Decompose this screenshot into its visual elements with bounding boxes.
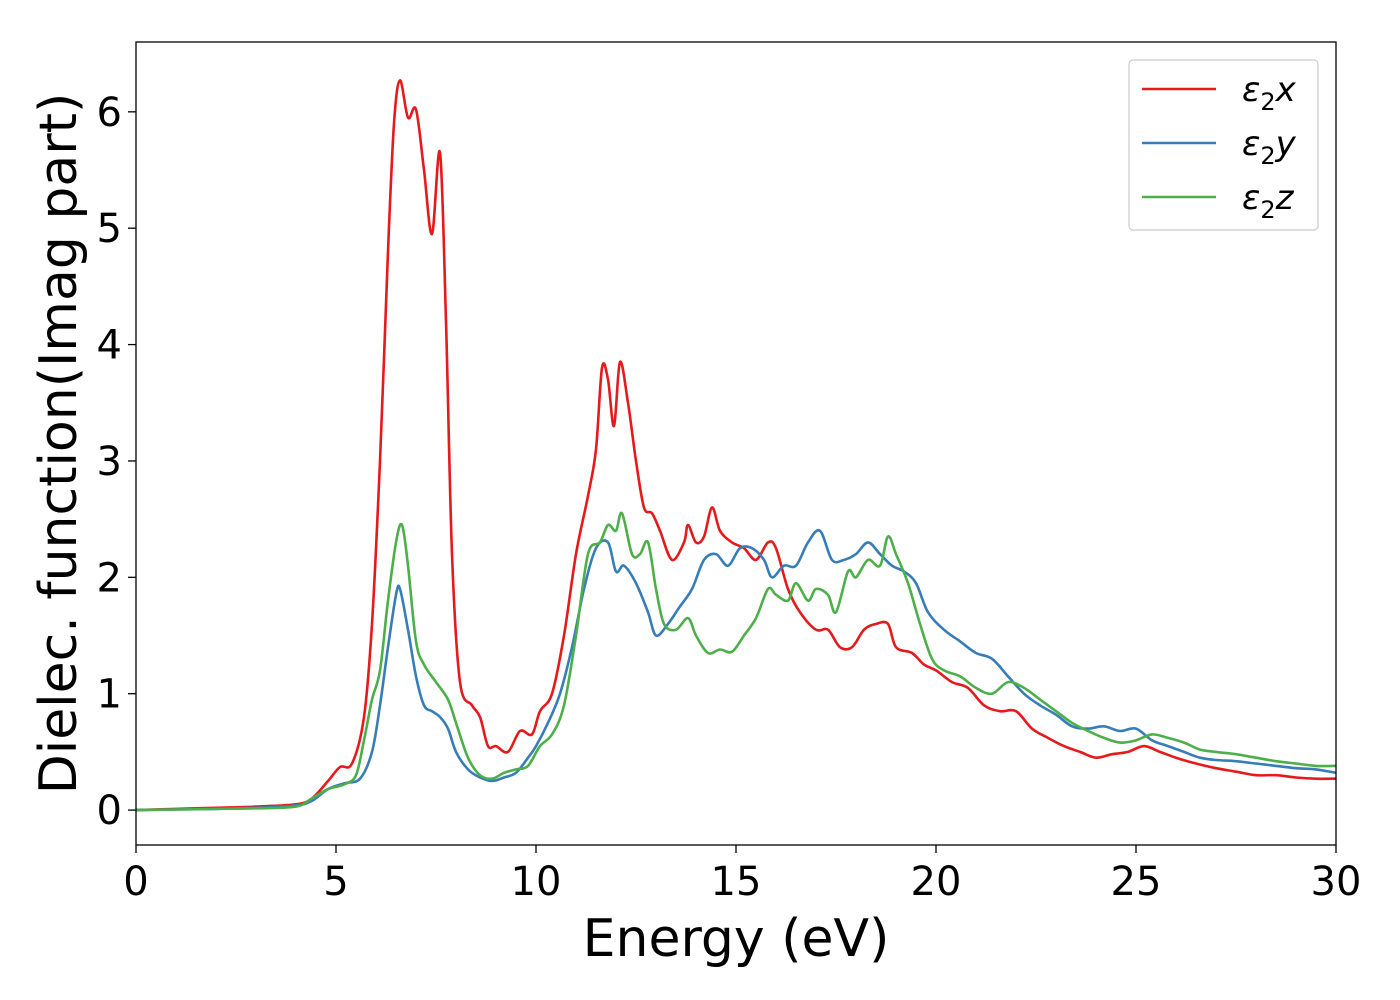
y-tick-label: 4: [97, 323, 122, 369]
x-tick-label: 20: [911, 859, 962, 905]
y-tick-label: 2: [97, 555, 122, 601]
y-tick-label: 5: [97, 206, 122, 252]
y-tick-label: 1: [97, 672, 122, 718]
x-axis-label: Energy (eV): [583, 909, 890, 969]
plot-lines: [135, 79, 1337, 812]
x-tick-label: 25: [1111, 859, 1162, 905]
series-line-z: [135, 511, 1337, 812]
y-axis-ticks: 0 1 2 3 4 5 6: [97, 90, 136, 834]
legend-label-x: ε2x: [1242, 70, 1297, 116]
y-tick-label: 0: [97, 788, 122, 834]
legend-label-z: ε2z: [1242, 178, 1295, 224]
series-line-x: [135, 79, 1337, 812]
x-axis-ticks: 0 5 10 15 20 25 30: [123, 845, 1361, 905]
series-line-y: [135, 528, 1337, 812]
y-tick-label: 6: [97, 90, 122, 136]
x-tick-label: 30: [1311, 859, 1362, 905]
legend-label-y: ε2y: [1242, 124, 1297, 170]
y-tick-label: 3: [97, 439, 122, 485]
x-tick-label: 15: [711, 859, 762, 905]
legend-box: [1128, 59, 1319, 231]
y-axis-label: Dielec. function(Imag part): [29, 93, 89, 795]
legend: ε2x ε2y ε2z: [1128, 59, 1319, 231]
x-tick-label: 0: [123, 859, 148, 905]
x-tick-label: 10: [511, 859, 562, 905]
x-tick-label: 5: [323, 859, 348, 905]
